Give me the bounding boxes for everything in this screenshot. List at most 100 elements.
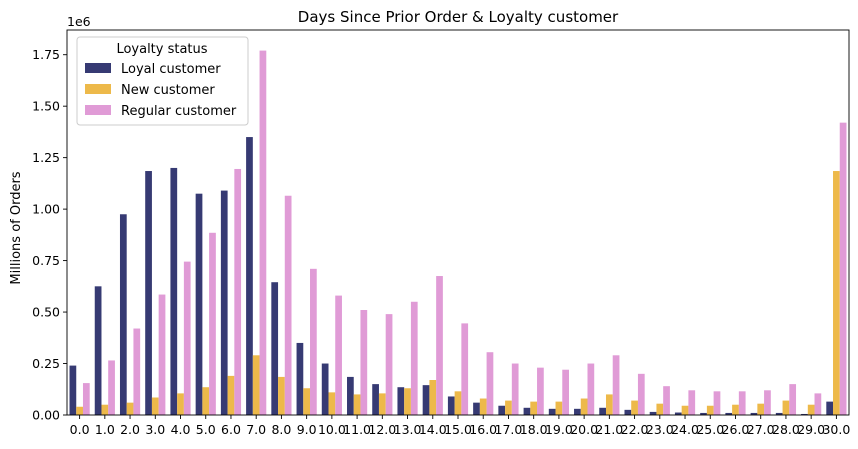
y-tick-label: 0.25 [32,356,60,371]
bar-new-customer-4.0 [177,393,184,415]
bar-new-customer-27.0 [757,403,765,415]
bar-loyal-customer-18.0 [523,407,531,415]
x-tick-label: 30.0 [822,422,850,437]
x-tick-label: 0.0 [70,422,90,437]
bar-new-customer-13.0 [404,388,411,415]
bar-loyal-customer-3.0 [145,171,152,415]
bar-regular-customer-29.0 [814,393,822,415]
x-tick-label: 15.0 [444,422,472,437]
bar-new-customer-11.0 [353,394,361,415]
bar-loyal-customer-5.0 [195,193,203,415]
y-tick-label: 0.75 [32,253,60,268]
bar-regular-customer-6.0 [234,168,242,415]
x-tick-label: 22.0 [621,422,649,437]
legend-label: New customer [121,83,215,98]
bar-regular-customer-10.0 [335,295,342,415]
bar-new-customer-24.0 [681,405,689,415]
y-axis-ticks: 0.00 0.25 0.50 0.75 1.00 1.25 1.50 1.75 [32,47,67,423]
bar-regular-customer-20.0 [587,363,595,415]
bar-loyal-customer-21.0 [599,407,606,415]
bar-loyal-customer-14.0 [422,385,430,415]
bar-loyal-customer-25.0 [700,412,707,415]
bar-loyal-customer-20.0 [574,408,581,415]
chart-title: Days Since Prior Order & Loyalty custome… [298,8,619,26]
bar-new-customer-12.0 [378,393,386,415]
x-tick-label: 26.0 [722,422,750,437]
bar-new-customer-6.0 [227,375,235,415]
bar-loyal-customer-29.0 [801,413,808,415]
bar-loyal-customer-10.0 [321,363,329,415]
bar-loyal-customer-0.0 [69,365,77,415]
bar-regular-customer-11.0 [360,310,368,415]
y-tick-label: 0.00 [32,408,60,423]
x-tick-label: 16.0 [469,422,497,437]
bars-group [69,50,847,416]
y-tick-label: 1.25 [32,150,60,165]
bar-regular-customer-5.0 [209,232,216,415]
bar-new-customer-18.0 [530,401,538,415]
bar-loyal-customer-12.0 [372,384,379,415]
bar-loyal-customer-4.0 [170,167,178,415]
bar-new-customer-2.0 [126,402,134,415]
bar-regular-customer-13.0 [410,301,418,415]
bar-loyal-customer-11.0 [347,376,354,415]
x-tick-label: 9.0 [297,422,317,437]
bar-regular-customer-19.0 [562,369,569,415]
bar-regular-customer-22.0 [637,373,645,415]
x-tick-label: 20.0 [570,422,598,437]
bar-regular-customer-0.0 [82,383,90,415]
bar-loyal-customer-26.0 [725,412,733,415]
bar-loyal-customer-28.0 [775,412,783,415]
bar-loyal-customer-30.0 [826,401,834,415]
bar-new-customer-26.0 [732,404,739,415]
x-tick-label: 1.0 [95,422,115,437]
y-axis-title: Millions of Orders [9,171,24,284]
bar-regular-customer-18.0 [537,367,544,415]
bar-regular-customer-21.0 [612,355,620,415]
bar-new-customer-1.0 [101,404,109,415]
bar-loyal-customer-17.0 [498,405,506,415]
bar-regular-customer-12.0 [385,314,393,415]
plot-frame [66,29,850,416]
legend-swatch [85,105,111,115]
bar-regular-customer-4.0 [183,261,191,415]
bar-regular-customer-17.0 [511,363,519,415]
bar-new-customer-22.0 [631,400,638,415]
bar-loyal-customer-8.0 [271,282,279,415]
x-tick-label: 12.0 [368,422,396,437]
bar-regular-customer-15.0 [461,323,469,415]
bar-new-customer-30.0 [833,171,840,415]
bar-new-customer-9.0 [303,388,311,415]
bar-new-customer-25.0 [706,405,714,415]
bar-regular-customer-9.0 [310,268,317,415]
bar-new-customer-19.0 [555,401,563,415]
bar-loyal-customer-9.0 [296,342,304,415]
bar-new-customer-28.0 [782,400,790,415]
x-tick-label: 14.0 [419,422,447,437]
bar-loyal-customer-19.0 [548,408,556,415]
x-tick-label: 24.0 [671,422,699,437]
bar-new-customer-5.0 [202,387,210,415]
x-tick-label: 29.0 [797,422,825,437]
legend-box [76,36,249,126]
bar-regular-customer-8.0 [284,195,292,415]
bar-regular-customer-3.0 [158,294,166,415]
bar-loyal-customer-13.0 [397,387,405,415]
x-tick-label: 5.0 [196,422,216,437]
bar-new-customer-16.0 [479,398,487,415]
x-tick-label: 2.0 [120,422,140,437]
bar-loyal-customer-27.0 [750,412,758,415]
bar-new-customer-21.0 [605,394,613,415]
y-tick-label: 1.75 [32,47,60,62]
bar-loyal-customer-6.0 [220,190,228,415]
x-tick-label: 7.0 [246,422,266,437]
x-tick-label: 8.0 [271,422,291,437]
bar-regular-customer-24.0 [688,390,696,415]
bar-loyal-customer-1.0 [94,286,102,415]
bar-new-customer-23.0 [656,403,664,415]
bar-new-customer-10.0 [328,392,336,415]
legend-swatch [85,84,111,94]
bar-regular-customer-23.0 [663,386,670,415]
y-tick-label: 1.00 [32,202,60,217]
